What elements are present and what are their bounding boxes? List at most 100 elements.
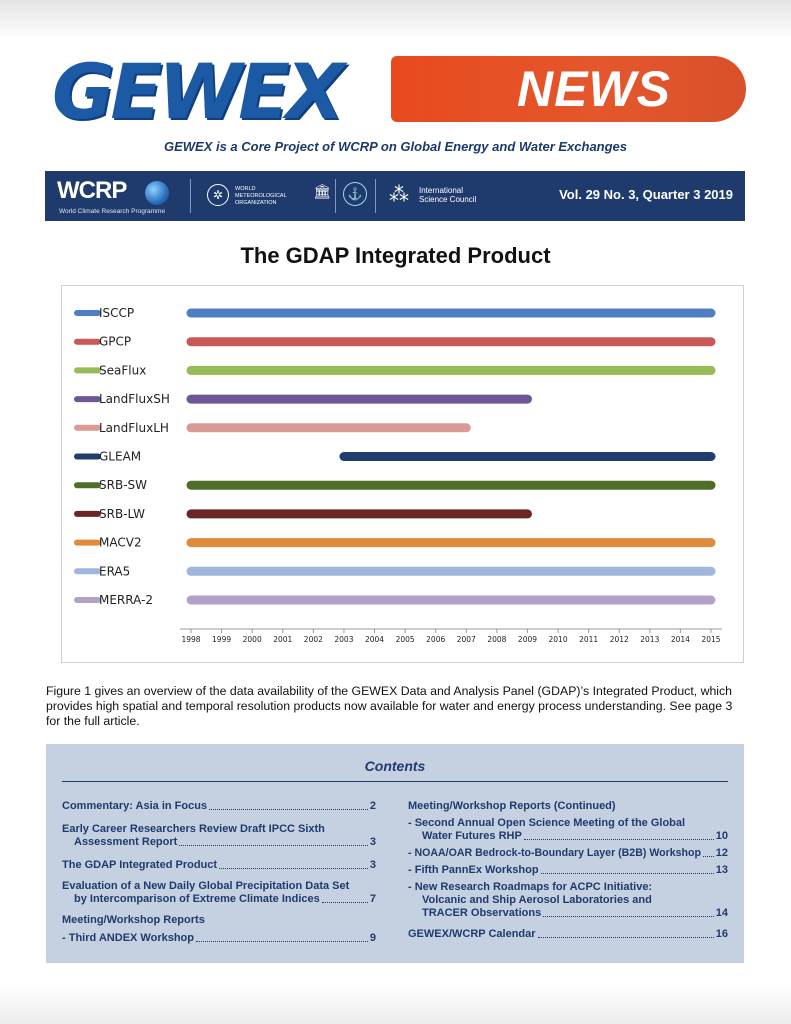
- x-tick-label: 2007: [457, 635, 476, 644]
- wmo-emblem-icon: ✲: [207, 184, 229, 206]
- legend-label: ERA5: [99, 564, 130, 578]
- toc-entry-label-cont: by Intercomparison of Extreme Climate In…: [74, 893, 320, 905]
- page-top-shade: [0, 0, 791, 40]
- toc-entry[interactable]: Evaluation of a New Daily Global Precipi…: [62, 880, 376, 906]
- wmo-line2: METEOROLOGICAL: [235, 193, 287, 199]
- toc-entry-label: - NOAA/OAR Bedrock-to-Boundary Layer (B2…: [408, 847, 701, 859]
- x-tick-label: 2011: [579, 635, 598, 644]
- x-tick-label: 2001: [273, 635, 292, 644]
- toc-entry-page: 16: [715, 928, 728, 940]
- toc-entry-label: - Second Annual Open Science Meeting of …: [408, 817, 686, 829]
- toc-entry-page: 14: [715, 907, 728, 919]
- toc-entry-page: 9: [369, 932, 376, 944]
- contents-title: Contents: [364, 758, 426, 774]
- x-tick-label: 2008: [487, 635, 506, 644]
- toc-entry[interactable]: - New Research Roadmaps for ACPC Initiat…: [408, 881, 728, 920]
- isc-name: International Science Council: [419, 186, 476, 204]
- x-tick-label: 1999: [212, 635, 231, 644]
- legend-label: GLEAM: [99, 450, 141, 464]
- toc-section-heading: Meeting/Workshop Reports: [62, 914, 205, 926]
- toc-entry[interactable]: - Fifth PannEx Workshop 13: [408, 864, 728, 877]
- legend-label: GPCP: [99, 335, 131, 349]
- x-tick-label: 2012: [610, 635, 629, 644]
- x-tick-label: 2010: [549, 635, 568, 644]
- toc-entry-page: 10: [715, 830, 728, 842]
- wmo-line3: ORGANIZATION: [235, 200, 277, 206]
- toc-entry-label-cont: Volcanic and Ship Aerosol Laboratories a…: [422, 894, 652, 906]
- x-tick-label: 2003: [334, 635, 353, 644]
- x-tick-label: 2005: [396, 635, 415, 644]
- tagline: GEWEX is a Core Project of WCRP on Globa…: [163, 139, 628, 154]
- legend-label: SRB-SW: [99, 478, 147, 492]
- x-tick-label: 2006: [426, 635, 445, 644]
- wcrp-logo: WCRP: [57, 177, 127, 204]
- divider: [190, 179, 191, 213]
- toc-entry-label-cont: Assessment Report: [74, 836, 178, 848]
- toc-entry[interactable]: - Second Annual Open Science Meeting of …: [408, 817, 728, 843]
- toc-section-heading: Meeting/Workshop Reports (Continued): [408, 800, 616, 812]
- toc-entry[interactable]: GEWEX/WCRP Calendar 16: [408, 928, 728, 941]
- legend-label: MACV2: [99, 536, 142, 550]
- toc-entry-label: Early Career Researchers Review Draft IP…: [62, 823, 325, 835]
- toc-entry[interactable]: The GDAP Integrated Product 3: [62, 859, 376, 872]
- wmo-line1: WORLD: [235, 186, 256, 192]
- figure-caption: Figure 1 gives an overview of the data a…: [46, 684, 733, 728]
- isc-dots-icon: ⁂: [389, 184, 409, 206]
- x-tick-label: 2000: [243, 635, 262, 644]
- toc-entry-label: - New Research Roadmaps for ACPC Initiat…: [408, 881, 653, 893]
- news-label: NEWS: [517, 61, 671, 117]
- isc-line1: International: [419, 186, 464, 195]
- volume-info: Vol. 29 No. 3, Quarter 3 2019: [559, 187, 733, 202]
- x-tick-label: 2004: [365, 635, 384, 644]
- toc-entry-page: 3: [369, 859, 376, 871]
- masthead: GEWEX NEWS: [44, 50, 746, 134]
- legend-label: MERRA-2: [99, 593, 153, 607]
- toc-entry-page: 7: [369, 893, 376, 905]
- sponsor-bar: WCRP World Climate Research Programme ✲ …: [45, 171, 745, 221]
- ioc-emblem-icon: ⚓: [343, 182, 367, 206]
- isc-line2: Science Council: [419, 195, 477, 204]
- globe-icon: [145, 181, 169, 205]
- toc-entry-label: - Third ANDEX Workshop: [62, 932, 194, 944]
- toc-entry-label: The GDAP Integrated Product: [62, 859, 218, 871]
- toc-entry[interactable]: - Third ANDEX Workshop 9: [62, 932, 376, 945]
- toc-left-column: Commentary: Asia in Focus 2 Early Career …: [62, 800, 376, 945]
- contents-box: Contents Commentary: Asia in Focus 2 Earl…: [46, 744, 744, 963]
- news-banner: [391, 56, 746, 122]
- divider: [375, 179, 376, 213]
- toc-entry-page: 12: [715, 847, 728, 859]
- toc-entry[interactable]: Commentary: Asia in Focus 2: [62, 800, 376, 813]
- gdap-timeline-chart: ISCCP GPCP SeaFlux LandFluxSH LandFluxLH GLEA…: [61, 285, 744, 663]
- toc-right-column: Meeting/Workshop Reports (Continued) - S…: [408, 800, 728, 941]
- wcrp-fullname: World Climate Research Programme: [59, 208, 166, 215]
- x-tick-label: 2009: [518, 635, 537, 644]
- legend-label: LandFluxLH: [99, 421, 169, 435]
- toc-entry-page: 3: [369, 836, 376, 848]
- wmo-name: WORLD METEOROLOGICAL ORGANIZATION: [235, 186, 287, 207]
- gewex-logo: GEWEX: [52, 47, 345, 136]
- x-tick-label: 2014: [671, 635, 690, 644]
- toc-entry-label: Evaluation of a New Daily Global Precipi…: [62, 880, 350, 892]
- legend-label: SRB-LW: [99, 507, 145, 521]
- contents-rule: [62, 781, 728, 782]
- toc-entry-page: 13: [715, 864, 728, 876]
- toc-entry-label-cont: TRACER Observations: [422, 907, 542, 919]
- page-bottom-shade: [0, 985, 791, 1024]
- x-tick-label: 1998: [181, 635, 200, 644]
- x-tick-label: 2015: [701, 635, 720, 644]
- toc-entry-label: Commentary: Asia in Focus: [62, 800, 208, 812]
- x-tick-label: 2002: [304, 635, 323, 644]
- divider: [335, 179, 336, 213]
- toc-entry[interactable]: Early Career Researchers Review Draft IP…: [62, 823, 376, 849]
- toc-entry-label: GEWEX/WCRP Calendar: [408, 928, 536, 940]
- headline: The GDAP Integrated Product: [240, 243, 551, 268]
- toc-entry[interactable]: - NOAA/OAR Bedrock-to-Boundary Layer (B2…: [408, 847, 728, 860]
- toc-entry-label-cont: Water Futures RHP: [422, 830, 522, 842]
- toc-entry-page: 2: [369, 800, 376, 812]
- x-tick-label: 2013: [640, 635, 659, 644]
- unesco-temple-icon: 🏛: [313, 183, 331, 199]
- legend-label: LandFluxSH: [99, 392, 170, 406]
- legend-label: ISCCP: [99, 306, 134, 320]
- chart-svg: ISCCP GPCP SeaFlux LandFluxSH LandFluxLH GLEA…: [74, 306, 722, 644]
- toc-entry-label: - Fifth PannEx Workshop: [408, 864, 539, 876]
